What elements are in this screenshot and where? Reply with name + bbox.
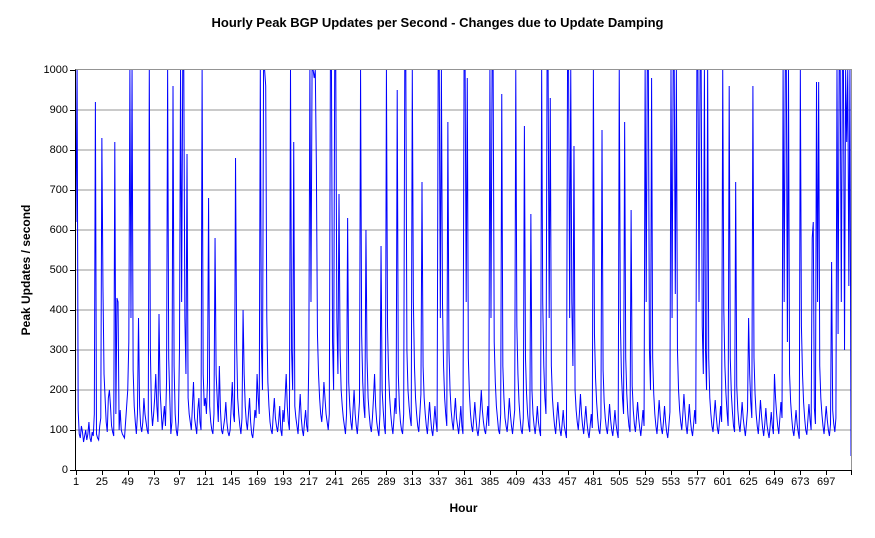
x-tick-label: 169 [247,476,267,488]
x-tick-label: 217 [299,476,318,488]
y-tick-label: 200 [49,384,68,396]
x-tick-mark [722,470,724,475]
x-tick-label: 313 [403,476,422,488]
x-tick-mark [696,470,698,475]
x-tick-mark [593,470,595,475]
y-tick-mark [70,470,75,471]
chart-title: Hourly Peak BGP Updates per Second - Cha… [211,15,664,30]
y-tick-label: 500 [49,264,68,276]
y-tick-mark [70,110,75,111]
x-tick-label: 145 [222,476,241,488]
x-tick-mark [179,470,181,475]
x-tick-mark [851,470,852,475]
x-tick-mark [438,470,440,475]
plot-area [75,69,852,471]
y-tick-label: 600 [49,224,68,236]
y-tick-mark [70,350,75,351]
x-tick-label: 529 [635,476,655,488]
x-tick-mark [800,470,802,475]
y-tick-mark [70,190,75,191]
x-tick-mark [412,470,414,475]
x-tick-label: 25 [95,476,108,488]
x-tick-mark [489,470,491,475]
x-tick-label: 673 [791,476,810,488]
x-tick-label: 289 [377,476,396,488]
y-tick-label: 800 [49,144,68,156]
x-tick-mark [231,470,233,475]
x-tick-label: 193 [273,476,293,488]
x-tick-label: 385 [480,476,500,488]
y-tick-label: 100 [49,424,68,436]
x-tick-mark [101,470,103,475]
x-tick-label: 649 [765,476,784,488]
y-tick-mark [70,310,75,311]
y-tick-mark [70,70,75,71]
x-tick-mark [515,470,517,475]
x-tick-mark [567,470,569,475]
y-tick-mark [70,390,75,391]
y-tick-label: 300 [49,344,68,356]
y-tick-label: 700 [49,184,68,196]
x-tick-label: 457 [558,476,577,488]
x-tick-mark [619,470,621,475]
x-tick-label: 697 [817,476,836,488]
y-tick-label: 900 [49,104,68,116]
x-tick-label: 337 [428,476,448,488]
x-tick-label: 553 [661,476,681,488]
x-tick-mark [76,470,77,475]
x-tick-label: 625 [739,476,758,488]
y-tick-label: 0 [61,464,68,476]
x-tick-mark [308,470,310,475]
x-tick-mark [282,470,284,475]
x-tick-label: 241 [325,476,344,488]
x-tick-mark [127,470,129,475]
x-tick-label: 481 [584,476,603,488]
x-tick-label: 265 [351,476,370,488]
x-tick-mark [748,470,750,475]
x-tick-mark [334,470,336,475]
y-tick-mark [70,430,75,431]
x-tick-mark [257,470,259,475]
x-tick-mark [670,470,672,475]
x-tick-mark [464,470,466,475]
x-tick-mark [153,470,155,475]
x-tick-label: 505 [610,476,629,488]
x-tick-label: 97 [173,476,186,488]
x-tick-mark [826,470,828,475]
x-tick-mark [386,470,388,475]
data-series-line [76,70,851,457]
x-tick-mark [774,470,776,475]
chart-plot [76,70,851,457]
y-tick-label: 400 [49,304,68,316]
x-tick-label: 73 [147,476,160,488]
x-tick-label: 1 [72,476,80,488]
y-tick-mark [70,150,75,151]
x-tick-mark [205,470,207,475]
x-tick-label: 433 [532,476,551,488]
y-tick-mark [70,230,75,231]
x-tick-label: 49 [121,476,134,488]
x-axis-title: Hour [449,501,478,515]
x-tick-label: 121 [196,476,215,488]
x-tick-label: 577 [687,476,707,488]
x-tick-label: 361 [454,476,474,488]
x-tick-mark [360,470,362,475]
x-tick-label: 601 [713,476,732,488]
y-tick-label: 1000 [43,64,68,76]
x-tick-mark [541,470,543,475]
x-tick-label: 409 [506,476,525,488]
y-tick-mark [70,270,75,271]
x-tick-mark [645,470,647,475]
